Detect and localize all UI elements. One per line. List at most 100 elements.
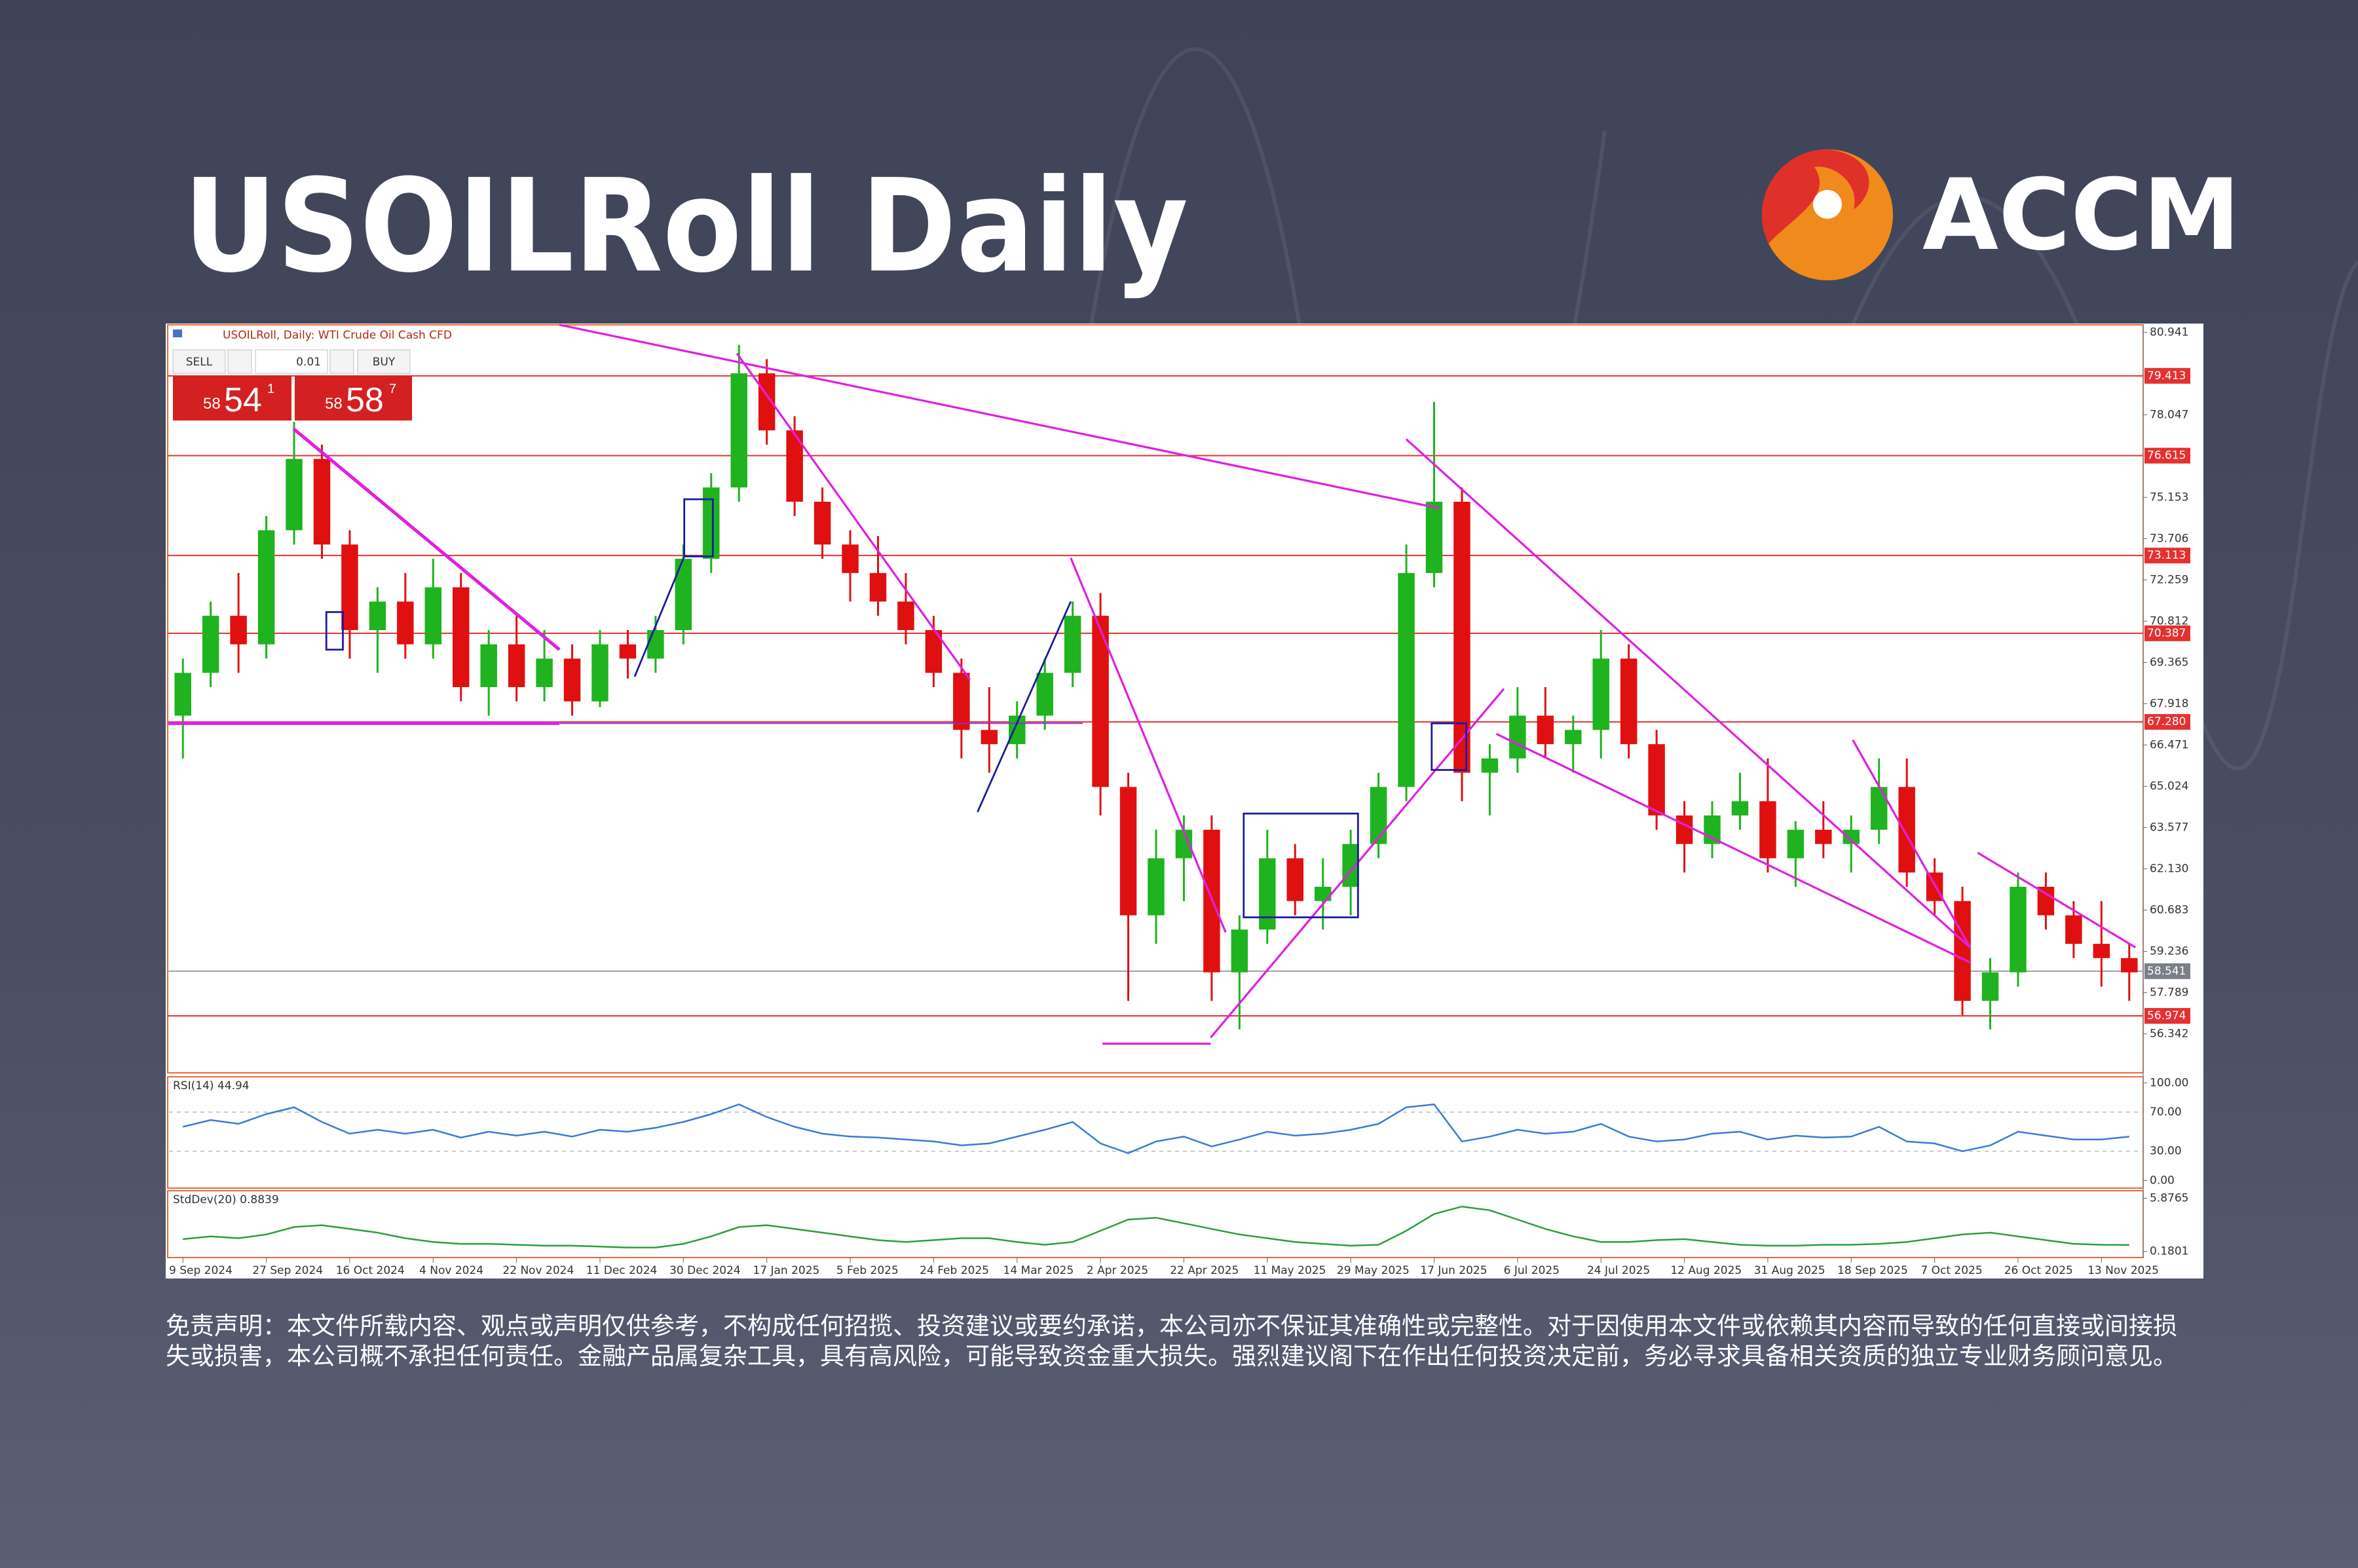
x-tick-label: 30 Dec 2024: [669, 1264, 741, 1277]
candle-body: [647, 629, 664, 659]
candle-body: [1759, 801, 1776, 859]
buy-price-box[interactable]: [295, 376, 412, 420]
candle-body: [1148, 858, 1165, 916]
y-tick-label: 73.706: [2150, 532, 2188, 545]
sell-price-box[interactable]: [173, 376, 291, 420]
x-tick-label: 17 Jun 2025: [1420, 1264, 1487, 1277]
channel-line: [633, 555, 685, 677]
candle-body: [202, 616, 219, 673]
x-tick-label: 18 Sep 2025: [1837, 1264, 1908, 1277]
candle-body: [1425, 502, 1443, 573]
y-tick-label: 62.130: [2150, 862, 2188, 875]
candle-body: [286, 458, 303, 531]
y-tick-label: 0.00: [2150, 1174, 2175, 1187]
candle-body: [1731, 801, 1749, 816]
level-label: 70.387: [2147, 627, 2186, 640]
box: [1431, 722, 1467, 771]
x-tick-label: 11 Dec 2024: [586, 1264, 658, 1277]
indicator-value: 0.8839: [240, 1193, 278, 1206]
box: [325, 611, 344, 651]
trendline: [292, 427, 561, 651]
sell-button[interactable]: [172, 349, 226, 374]
level-label-box: [2144, 367, 2190, 384]
indicator-name: StdDev(20): [173, 1193, 236, 1206]
level-label: 76.615: [2147, 449, 2186, 462]
candle-body: [1675, 815, 1693, 844]
candle-body: [1592, 658, 1609, 730]
buy-button[interactable]: [357, 349, 411, 374]
trendline: [1070, 557, 1227, 933]
symbol-title: USOILRoll, Daily: WTI Crude Oil Cash CFD: [223, 329, 452, 342]
indicator-header: RSI(14) 44.94: [173, 1079, 250, 1092]
x-tick-label: 13 Nov 2025: [2087, 1264, 2159, 1277]
candle-body: [1787, 829, 1805, 859]
trendline: [1977, 851, 2137, 948]
candle-body: [703, 487, 720, 559]
level-label-box: [2144, 714, 2190, 730]
candle-body: [424, 587, 442, 644]
candle-body: [480, 644, 497, 688]
candle-body: [1231, 929, 1248, 973]
sell-label: SELL: [186, 356, 213, 369]
y-tick-label: 70.00: [2150, 1106, 2182, 1119]
x-tick-label: 9 Sep 2024: [169, 1264, 233, 1277]
candle-body: [1453, 502, 1470, 773]
y-tick-label: 30.00: [2150, 1145, 2182, 1158]
candle-body: [2037, 886, 2055, 916]
x-tick-label: 22 Apr 2025: [1170, 1264, 1239, 1277]
candle-body: [230, 616, 247, 644]
candle-body: [536, 658, 553, 688]
logo: ACCM: [1761, 149, 2241, 280]
drawings: [168, 324, 2137, 1045]
candle-body: [1620, 658, 1638, 745]
x-tick-label: 26 Oct 2025: [2004, 1264, 2073, 1277]
candle-body: [1119, 787, 1137, 916]
candle-body: [619, 644, 637, 659]
candle-body: [675, 559, 692, 630]
logo-text: ACCM: [1922, 159, 2241, 272]
symbol-info: USOILRoll, Daily: WTI Crude Oil Cash CFD: [173, 329, 452, 342]
candle-body: [1843, 829, 1860, 844]
bid-label-box: [2144, 963, 2190, 979]
y-tick-label: 56.342: [2150, 1028, 2188, 1041]
candle-body: [1398, 572, 1415, 787]
level-label-box: [2144, 1008, 2190, 1024]
y-tick-label: 72.259: [2150, 573, 2188, 586]
lot-input[interactable]: [255, 349, 328, 374]
page-title: USOILRoll Daily: [183, 152, 1188, 301]
buy-price-point: 7: [389, 382, 396, 396]
candle-body: [313, 458, 331, 545]
candle-body: [591, 644, 608, 701]
level-label: 79.413: [2147, 369, 2186, 383]
disclaimer: 免责声明：本文件所载内容、观点或声明仅供参考，不构成任何招揽、投资建议或要约承诺…: [166, 1312, 2177, 1370]
trade-panel: SELL 0.01 BUY 58 54 1 58 58 7: [172, 349, 412, 420]
indicator-line: [182, 1103, 2129, 1155]
candle-body: [2065, 915, 2082, 944]
indicator-header: StdDev(20) 0.8839: [173, 1193, 279, 1206]
candle-body: [2121, 958, 2138, 973]
candle-body: [397, 601, 414, 644]
logo-dot: [1813, 190, 1842, 219]
trendline: [559, 324, 1440, 510]
x-tick-label: 2 Apr 2025: [1087, 1264, 1148, 1277]
trendline: [1852, 739, 1972, 948]
x-tick-label: 12 Aug 2025: [1670, 1264, 1742, 1277]
candle-body: [452, 587, 470, 688]
candle-body: [1036, 673, 1053, 716]
y-tick-label: 78.047: [2150, 408, 2188, 421]
lot-down[interactable]: [227, 349, 252, 374]
candle-body: [981, 730, 998, 745]
candle-body: [1481, 758, 1499, 773]
buy-price-big: 58: [325, 395, 343, 413]
candle-body: [1870, 787, 1888, 830]
lot-up[interactable]: [329, 349, 354, 374]
candle-body: [1648, 744, 1665, 816]
candle-body: [257, 530, 275, 644]
y-tick-label: 65.024: [2150, 779, 2188, 793]
x-tick-label: 6 Jul 2025: [1504, 1264, 1560, 1277]
y-tick-label: 60.683: [2150, 904, 2188, 917]
bid-label: 58.541: [2147, 965, 2186, 978]
candle-body: [508, 644, 525, 688]
x-tick-label: 31 Aug 2025: [1754, 1264, 1825, 1277]
candle-body: [869, 572, 887, 602]
